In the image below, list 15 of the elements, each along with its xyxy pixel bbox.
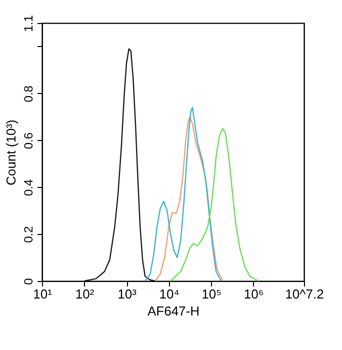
y-tick-label: 1.1 (22, 14, 36, 32)
x-tick-label: 10³ (118, 286, 138, 302)
x-tick-label: 10⁵ (202, 286, 222, 302)
x-tick-label: 10^7.2 (285, 286, 324, 302)
y-tick-label: 0.6 (22, 132, 36, 150)
y-axis-title: Count (10³) (4, 120, 18, 186)
x-tick-label: 10¹ (33, 286, 53, 302)
x-tick-label: 10² (75, 286, 95, 302)
y-tick-label: 0.2 (22, 226, 36, 243)
x-axis-title: AF647-H (147, 304, 200, 318)
x-tick-label: 10⁶ (244, 286, 264, 302)
y-tick-label: 0.8 (22, 85, 36, 102)
y-tick-label: 0 (22, 278, 36, 285)
x-tick-label: 10⁴ (159, 286, 180, 302)
y-tick-label: 0.4 (22, 179, 36, 196)
